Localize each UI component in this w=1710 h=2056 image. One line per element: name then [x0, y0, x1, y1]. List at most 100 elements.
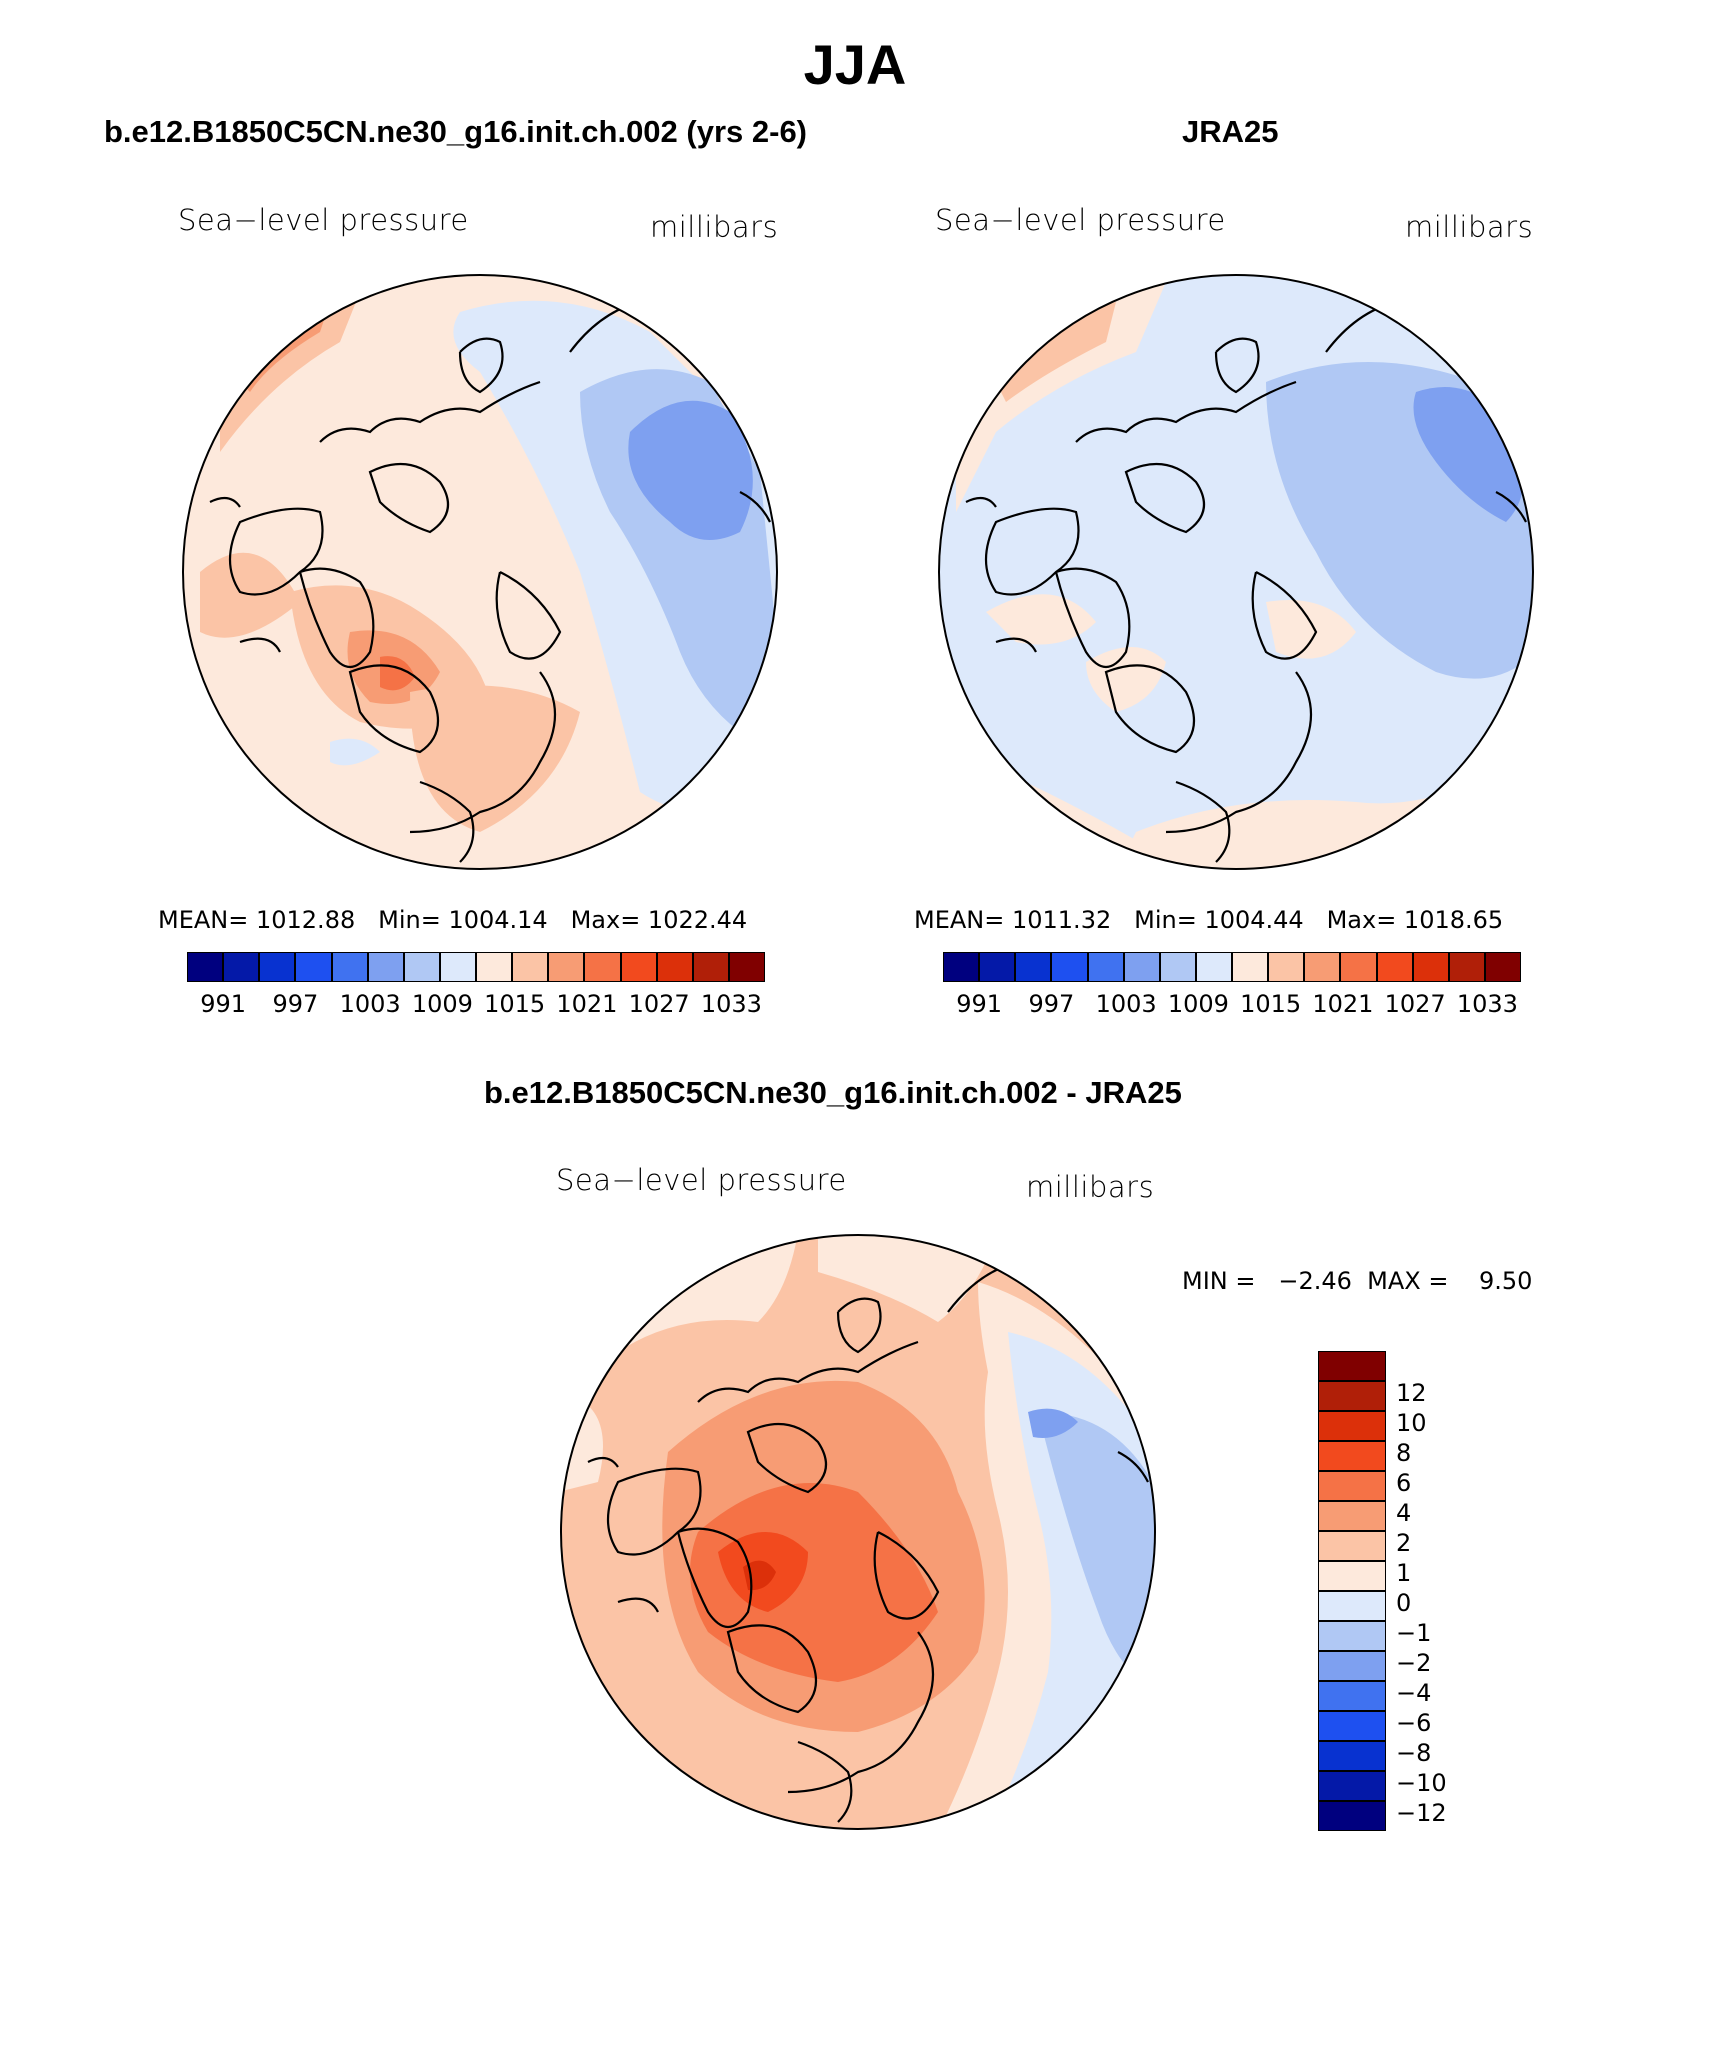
panel-2-polar-map	[938, 274, 1534, 870]
panel-1-colorbar-box	[223, 952, 260, 982]
panel-3-colorbar-box	[1318, 1531, 1386, 1561]
panel-1-colorbar-box	[692, 952, 729, 982]
panel-3-colorbar-box	[1318, 1741, 1386, 1771]
panel-2-units-label: millibars	[1405, 210, 1534, 244]
panel-2-colorbar-tick-label: 991	[956, 990, 1003, 1018]
panel-3-colorbar-box	[1318, 1561, 1386, 1591]
panel-1-colorbar-box	[476, 952, 513, 982]
panel-1-colorbar-box	[367, 952, 404, 982]
panel-1-colorbar-box	[548, 952, 585, 982]
panel-1-colorbar-box	[259, 952, 296, 982]
panel-3-colorbar-tick-label: 8	[1396, 1439, 1412, 1467]
panel-2-colorbar-box	[1195, 952, 1232, 982]
panel-3-colorbar-tick-label: 6	[1396, 1469, 1412, 1497]
panel-3-units-label: millibars	[1026, 1170, 1155, 1204]
panel-1-colorbar-box	[728, 952, 765, 982]
panel-2-colorbar-tick-label: 1027	[1384, 990, 1446, 1018]
panel-2-colorbar-box	[1159, 952, 1196, 982]
panel-1-colorbar-ticks: 991 997 1003 1009 1015 1021 1027 1033	[187, 990, 765, 1020]
panel-1-colorbar-box	[584, 952, 621, 982]
panel-1-polar-map	[182, 274, 778, 870]
panel-2-colorbar-box	[1268, 952, 1305, 982]
panel-1-colorbar-box	[295, 952, 332, 982]
panel-2-colorbar-box	[979, 952, 1016, 982]
figure-title: JJA	[803, 33, 907, 96]
panel-3-colorbar-box	[1318, 1651, 1386, 1681]
panel-3-colorbar-box	[1318, 1471, 1386, 1501]
panel-1-stats: MEAN= 1012.88 Min= 1004.14 Max= 1022.44	[158, 906, 748, 934]
panel-1-colorbar-tick-label: 1027	[628, 990, 690, 1018]
panel-3-colorbar-ticks: 12 10 8 6 4 2 1 0 −1 −2 −4 −6 −8 −10 −12	[1396, 1351, 1476, 1831]
panel-1-colorbar-box	[331, 952, 368, 982]
panel-3-colorbar-box	[1318, 1591, 1386, 1621]
panel-3-colorbar-tick-label: −6	[1396, 1709, 1432, 1737]
panel-3-colorbar-box	[1318, 1771, 1386, 1801]
panel-3-colorbar-box	[1318, 1381, 1386, 1411]
panel-2-variable-label: Sea−level pressure	[935, 203, 1226, 237]
panel-1-colorbar-box	[439, 952, 476, 982]
panel-2-colorbar-tick-label: 1021	[1312, 990, 1374, 1018]
panel-1-colorbar-tick-label: 991	[200, 990, 247, 1018]
panel-3-colorbar-tick-label: −10	[1396, 1769, 1447, 1797]
panel-3-polar-map	[560, 1234, 1156, 1830]
panel-3-colorbar-box	[1318, 1411, 1386, 1441]
panel-3-colorbar-tick-label: 0	[1396, 1589, 1412, 1617]
panel-2-colorbar-box	[1087, 952, 1124, 982]
panel-1-colorbar-box	[403, 952, 440, 982]
panel-3-title: b.e12.B1850C5CN.ne30_g16.init.ch.002 - J…	[484, 1075, 1182, 1110]
panel-2-colorbar-box	[1232, 952, 1269, 982]
panel-3-variable-label: Sea−level pressure	[556, 1163, 847, 1197]
panel-3-colorbar-tick-label: 2	[1396, 1529, 1412, 1557]
panel-3-colorbar-box	[1318, 1621, 1386, 1651]
panel-2-colorbar-tick-label: 1015	[1240, 990, 1302, 1018]
panel-1-colorbar-box	[512, 952, 549, 982]
panel-1-colorbar-box	[187, 952, 224, 982]
panel-3-colorbar-box	[1318, 1711, 1386, 1741]
panel-1-colorbar-box	[656, 952, 693, 982]
panel-3-colorbar-tick-label: 10	[1396, 1409, 1427, 1437]
panel-3-colorbar-tick-label: 4	[1396, 1499, 1412, 1527]
panel-3-colorbar-box	[1318, 1351, 1386, 1381]
panel-2-title: JRA25	[1182, 114, 1279, 149]
panel-2-colorbar-box	[1304, 952, 1341, 982]
panel-3-colorbar	[1318, 1351, 1386, 1831]
panel-2-colorbar-box	[1015, 952, 1052, 982]
panel-2-colorbar-tick-label: 1009	[1167, 990, 1229, 1018]
panel-3-colorbar-box	[1318, 1501, 1386, 1531]
panel-2-colorbar-ticks: 991 997 1003 1009 1015 1021 1027 1033	[943, 990, 1521, 1020]
panel-3-colorbar-tick-label: −12	[1396, 1799, 1447, 1827]
panel-3-colorbar-box	[1318, 1801, 1386, 1831]
panel-1-units-label: millibars	[650, 210, 779, 244]
panel-1-colorbar-tick-label: 1009	[411, 990, 473, 1018]
panel-1-colorbar-tick-label: 1021	[556, 990, 618, 1018]
panel-2-colorbar-tick-label: 1003	[1095, 990, 1157, 1018]
panel-3-colorbar-box	[1318, 1441, 1386, 1471]
panel-3-colorbar-tick-label: −4	[1396, 1679, 1432, 1707]
panel-2-colorbar-box	[943, 952, 980, 982]
panel-3-colorbar-tick-label: 1	[1396, 1559, 1412, 1587]
panel-2-colorbar-box	[1340, 952, 1377, 982]
panel-2-colorbar-box	[1448, 952, 1485, 982]
panel-1-colorbar-tick-label: 1003	[339, 990, 401, 1018]
panel-3-colorbar-tick-label: −1	[1396, 1619, 1432, 1647]
panel-2-colorbar	[943, 952, 1521, 982]
panel-1-variable-label: Sea−level pressure	[178, 203, 469, 237]
panel-2-colorbar-box	[1123, 952, 1160, 982]
panel-2-colorbar-box	[1051, 952, 1088, 982]
panel-3-colorbar-tick-label: −8	[1396, 1739, 1432, 1767]
panel-1-colorbar-tick-label: 1033	[700, 990, 762, 1018]
panel-2-colorbar-box	[1376, 952, 1413, 982]
panel-2-colorbar-box	[1412, 952, 1449, 982]
panel-2-colorbar-box	[1484, 952, 1521, 982]
panel-2-stats: MEAN= 1011.32 Min= 1004.44 Max= 1018.65	[914, 906, 1504, 934]
panel-3-stats: MIN = −2.46 MAX = 9.50	[1182, 1267, 1533, 1295]
panel-1-colorbar-tick-label: 997	[272, 990, 319, 1018]
panel-3-colorbar-tick-label: 12	[1396, 1379, 1427, 1407]
panel-2-colorbar-tick-label: 997	[1028, 990, 1075, 1018]
panel-1-title: b.e12.B1850C5CN.ne30_g16.init.ch.002 (yr…	[104, 114, 808, 149]
panel-3-colorbar-box	[1318, 1681, 1386, 1711]
panel-1-colorbar	[187, 952, 765, 982]
panel-2-colorbar-tick-label: 1033	[1456, 990, 1518, 1018]
panel-3-colorbar-tick-label: −2	[1396, 1649, 1432, 1677]
panel-1-colorbar-box	[620, 952, 657, 982]
